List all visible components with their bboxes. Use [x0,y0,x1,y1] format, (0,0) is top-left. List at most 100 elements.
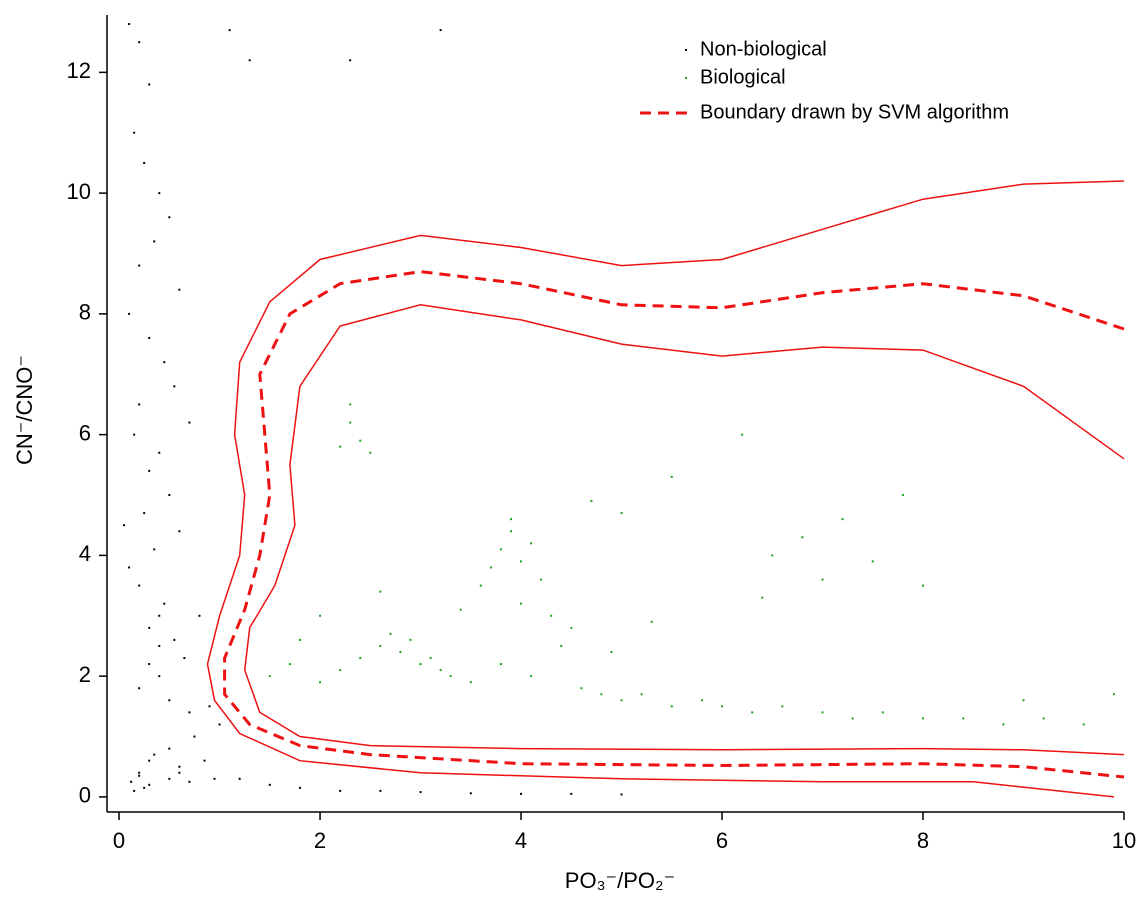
point [138,774,141,777]
point [319,681,322,684]
point [741,433,744,436]
x-axis-title: PO₃⁻/PO₂⁻ [565,868,675,893]
point [620,699,623,702]
point [379,590,382,593]
point [670,705,673,708]
point [148,759,151,762]
y-axis-title: CN⁻/CNO⁻ [12,355,37,465]
point [520,602,523,605]
point [178,771,181,774]
point [399,650,402,653]
point [369,451,372,454]
point [153,753,156,756]
margin-line [243,304,1125,756]
point [168,216,171,219]
point [288,663,291,666]
point [153,548,156,551]
point [349,403,352,406]
point [499,548,502,551]
point [228,29,231,32]
point [148,626,151,629]
point [123,524,126,527]
point [193,735,196,738]
y-tick-label: 0 [79,783,91,808]
point [540,578,543,581]
point [158,614,161,617]
x-tick-label: 8 [917,828,929,853]
point [761,596,764,599]
point [801,536,804,539]
point [148,469,151,472]
point [590,500,593,503]
legend-swatch [685,49,687,51]
point [359,657,362,660]
point [173,385,176,388]
point [881,711,884,714]
point [268,675,271,678]
point [700,699,703,702]
point [530,675,533,678]
point [208,705,211,708]
point [138,403,141,406]
point [168,747,171,750]
y-tick-label: 4 [79,541,91,566]
y-tick-label: 2 [79,662,91,687]
point [600,693,603,696]
point [168,699,171,702]
point [570,792,573,795]
point [168,777,171,780]
point [248,59,251,62]
point [479,584,482,587]
point [148,783,151,786]
point [133,433,136,436]
point [298,638,301,641]
point [610,650,613,653]
point [620,793,623,796]
point [188,780,191,783]
point [469,792,472,795]
point [901,494,904,497]
point [781,705,784,708]
point [138,771,141,774]
point [148,83,151,86]
point [158,192,161,195]
y-tick-label: 6 [79,420,91,445]
point [409,638,412,641]
point [268,783,271,786]
point [821,578,824,581]
point [1002,723,1005,726]
point [238,777,241,780]
point [509,530,512,533]
point [128,566,131,569]
point [459,608,462,611]
point [128,312,131,315]
legend-label: Non-biological [700,38,827,60]
point [148,663,151,666]
point [339,669,342,672]
x-tick-label: 4 [515,828,527,853]
point [751,711,754,714]
point [143,512,146,515]
point [379,789,382,792]
point [489,566,492,569]
point [168,494,171,497]
point [439,669,442,672]
point [188,711,191,714]
point [138,264,141,267]
point [339,445,342,448]
point [158,675,161,678]
legend-label: Biological [700,66,786,88]
point [449,675,452,678]
point [389,632,392,635]
point [620,512,623,515]
point [138,687,141,690]
point [520,560,523,563]
point [178,530,181,533]
point [851,717,854,720]
point [148,337,151,340]
y-tick-label: 8 [79,300,91,325]
point [183,657,186,660]
point [429,657,432,660]
point [650,620,653,623]
